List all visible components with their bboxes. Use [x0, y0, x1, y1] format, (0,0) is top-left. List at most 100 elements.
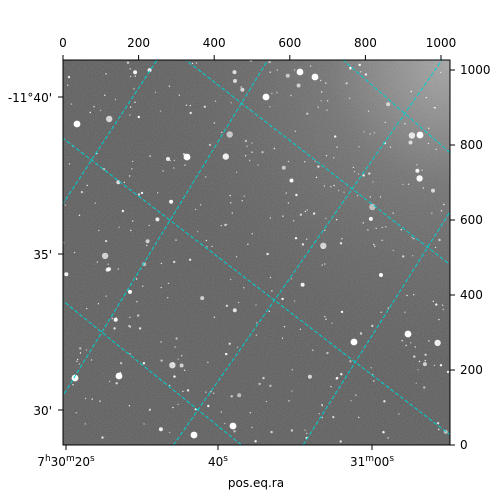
star	[106, 115, 113, 123]
star	[231, 212, 233, 214]
star	[232, 308, 237, 313]
star	[131, 168, 133, 170]
star	[321, 91, 323, 93]
star	[205, 239, 208, 242]
star	[178, 94, 180, 96]
star	[233, 79, 237, 83]
grid-line	[302, 210, 450, 445]
star	[424, 359, 426, 362]
star	[241, 200, 243, 202]
star	[247, 243, 249, 245]
star	[367, 229, 369, 231]
star	[86, 307, 88, 310]
star	[362, 174, 365, 177]
star	[416, 175, 423, 182]
star	[333, 184, 335, 187]
star	[413, 294, 415, 296]
pixel-x-tick-label: 800	[354, 36, 377, 50]
pixel-y-tick-label: 600	[460, 213, 483, 227]
star	[68, 163, 71, 165]
star	[244, 139, 248, 143]
coordinate-grid	[63, 60, 450, 445]
star	[387, 437, 389, 439]
star	[238, 301, 240, 304]
star	[326, 100, 329, 102]
star	[324, 229, 326, 231]
grid-line	[63, 60, 158, 205]
star	[424, 353, 427, 356]
star	[299, 213, 303, 216]
star	[168, 431, 171, 434]
star	[404, 123, 406, 125]
star	[422, 187, 425, 189]
star	[435, 148, 437, 150]
star	[128, 289, 132, 294]
star	[324, 263, 326, 265]
star	[443, 203, 445, 206]
star	[439, 71, 442, 74]
star	[269, 276, 272, 279]
bright-star	[229, 422, 237, 430]
star	[90, 359, 93, 361]
plot-frame	[62, 59, 451, 446]
star	[149, 155, 151, 157]
star	[338, 189, 340, 192]
star	[137, 115, 140, 119]
star	[80, 190, 84, 194]
star	[294, 237, 298, 240]
dec-tick-labels: -11°40' 35' 30'	[8, 91, 52, 418]
bright-star	[190, 431, 198, 439]
star	[84, 423, 87, 425]
star	[301, 243, 305, 246]
star	[306, 238, 308, 240]
star	[402, 183, 404, 186]
star	[355, 394, 357, 396]
star	[64, 204, 67, 206]
sky-image	[63, 60, 450, 445]
pixel-y-tick-label: 1000	[460, 63, 491, 77]
star	[413, 355, 416, 358]
star	[166, 157, 170, 161]
star	[341, 238, 343, 240]
star	[392, 249, 394, 252]
pixel-x-tick-label: 1000	[426, 36, 457, 50]
star	[291, 369, 293, 371]
star	[128, 175, 131, 177]
star	[373, 132, 376, 134]
star	[79, 352, 82, 354]
star	[273, 147, 275, 150]
star	[433, 364, 436, 367]
star	[290, 278, 293, 280]
star	[184, 164, 186, 166]
star	[130, 229, 132, 232]
star	[360, 71, 362, 73]
star	[332, 415, 335, 419]
star	[357, 173, 360, 175]
star	[249, 412, 251, 414]
star	[282, 215, 284, 217]
star	[349, 66, 352, 70]
pixel-x-tick-labels: 0 200 400 600 800 1000	[59, 36, 456, 50]
star	[134, 75, 136, 77]
star	[271, 290, 273, 292]
star	[119, 362, 123, 365]
star	[162, 170, 164, 172]
star	[160, 341, 162, 343]
ra-tick-label: 31m00s	[350, 454, 394, 469]
star	[160, 286, 162, 289]
star	[126, 61, 130, 64]
star	[287, 202, 290, 204]
star	[222, 153, 229, 160]
star	[168, 85, 171, 87]
star	[270, 430, 273, 434]
star	[434, 107, 437, 109]
star	[143, 423, 145, 425]
star	[189, 111, 192, 115]
star	[438, 318, 440, 321]
star	[177, 403, 179, 406]
star	[104, 239, 108, 243]
star	[321, 416, 323, 419]
star	[73, 251, 76, 254]
star	[174, 346, 176, 348]
star	[175, 239, 177, 241]
